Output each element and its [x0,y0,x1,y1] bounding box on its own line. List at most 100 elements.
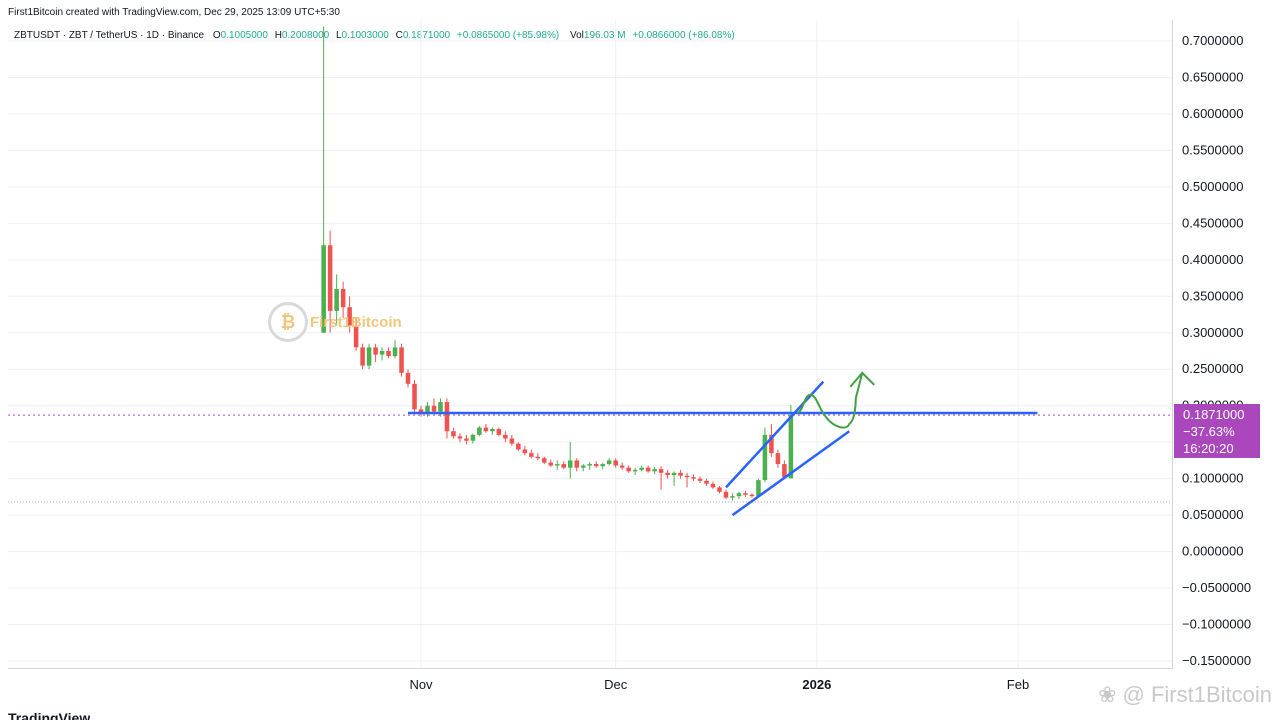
open-label: O [212,30,221,41]
ohlc-legend: ZBTUSDT · ZBT / TetherUS · 1D · Binance … [14,30,735,41]
candle-body-down [658,469,664,473]
price-tick-label: 0.0000000 [1182,544,1243,559]
candle-body-down [665,472,670,475]
candle-body-up [736,493,742,497]
price-tick-label: 0.5500000 [1182,142,1243,157]
candle-body-up [632,469,638,472]
projection-arrow-head [849,371,875,388]
price-tick-label: −0.1500000 [1182,653,1251,668]
candle-body-down [347,307,352,326]
candle-body-up [470,434,476,441]
candle-body-up [762,434,768,481]
candle-body-down [360,347,365,366]
candle-body-down [340,289,346,308]
candle-body-down [529,453,534,457]
candle-body-down [645,467,651,472]
candle-body-up [587,464,592,466]
candle-body-up [671,472,677,475]
candle-body-up [334,289,339,311]
watermark-corner: ❀ @ First1Bitcoin [1098,682,1272,708]
candle-body-down [782,464,787,478]
price-tick-label: −0.1000000 [1182,617,1251,632]
candle-body-up [788,415,794,479]
last-price-change: −37.63% [1183,424,1235,439]
candle-body-down [327,245,333,311]
watermark-corner-text: @ First1Bitcoin [1122,682,1272,707]
change-value: +0.0865000 (+85.98%) [456,30,560,41]
candle-body-up [392,347,398,357]
candle-body-down [522,449,528,454]
candle-body-down [386,351,391,357]
tradingview-logo: TradingView [8,710,91,720]
candle-body-up [600,464,605,467]
candle-body-down [444,402,450,432]
projection-path [796,372,864,429]
volume-change-value: +0.0866000 (+86.08%) [632,30,735,41]
candle-body-down [613,460,618,466]
candle-body-down [457,436,463,439]
candle-body-down [775,453,781,465]
price-tick-label: 0.4000000 [1182,252,1243,267]
time-tick-label: Dec [604,677,628,692]
candle-body-up [366,347,372,366]
candle-body-up [652,469,657,472]
price-tick-label: 0.0500000 [1182,507,1243,522]
price-axis[interactable]: 0.7000000 0.6500000 0.6000000 0.5500000 0.50… [1182,33,1251,668]
price-tick-label: 0.4500000 [1182,215,1243,230]
candle-body-down [412,383,417,410]
candle-body-down [405,372,411,384]
candle-body-down [535,456,541,459]
candle-body-down [464,438,469,441]
watermark-center-text: First1Bitcoin [310,313,402,331]
candle-body-down [431,405,437,412]
close-label: C [395,30,403,41]
candle-body-up [379,351,385,355]
candle-body-up [730,496,735,498]
last-price-badge: 0.1871000 −37.63% 16:20:20 [1174,404,1260,458]
candle-body-down [710,483,716,488]
price-tick-label: 0.6000000 [1182,106,1243,121]
high-label: H [274,30,282,41]
candle-body-up [425,405,430,413]
candle-body-down [749,494,755,497]
candle-body-up [580,465,586,468]
candle-body-down [574,460,580,468]
candle-body-down [373,347,378,355]
volume-label: Vol [570,30,584,41]
time-axis-border [8,668,1173,669]
time-tick-label: 2026 [802,677,831,692]
time-axis[interactable]: Nov Dec 2026 Feb [409,677,1029,692]
channel-upper-line [725,380,825,489]
candle-body-down [626,467,631,472]
candle-body-down [684,475,690,478]
close-value: 0.1871000 [402,30,451,41]
low-label: L [335,30,342,41]
candle-body-down [548,462,554,466]
time-tick-label: Nov [409,677,433,692]
paw-icon: ❀ [1098,682,1117,707]
candle-body-down [561,464,567,468]
annotation-layer [8,414,1172,503]
symbol-label[interactable]: ZBTUSDT · ZBT / TetherUS · 1D · Binance [14,30,205,41]
candle-body-down [704,480,709,484]
candle-body-up [555,464,560,466]
open-value: 0.1005000 [220,30,268,41]
candle-body-up [639,467,644,470]
price-tick-label: 0.1000000 [1182,471,1243,486]
candle-body-down [451,431,456,437]
candle-body-down [619,465,625,468]
candle-body-up [756,480,761,497]
price-tick-label: −0.0500000 [1182,580,1251,595]
candle-body-down [743,493,748,495]
channel-lower-line [731,430,851,517]
bitcoin-coin-icon: ₿ [268,302,308,342]
candle-body-down [717,487,722,492]
price-tick-label: 0.6500000 [1182,69,1243,84]
candle-body-up [606,460,612,465]
candle-body-down [418,409,424,413]
candle-body-up [438,402,443,412]
candle-body-up [321,245,326,333]
price-axis-border [1172,20,1173,668]
candle-body-down [503,434,508,439]
